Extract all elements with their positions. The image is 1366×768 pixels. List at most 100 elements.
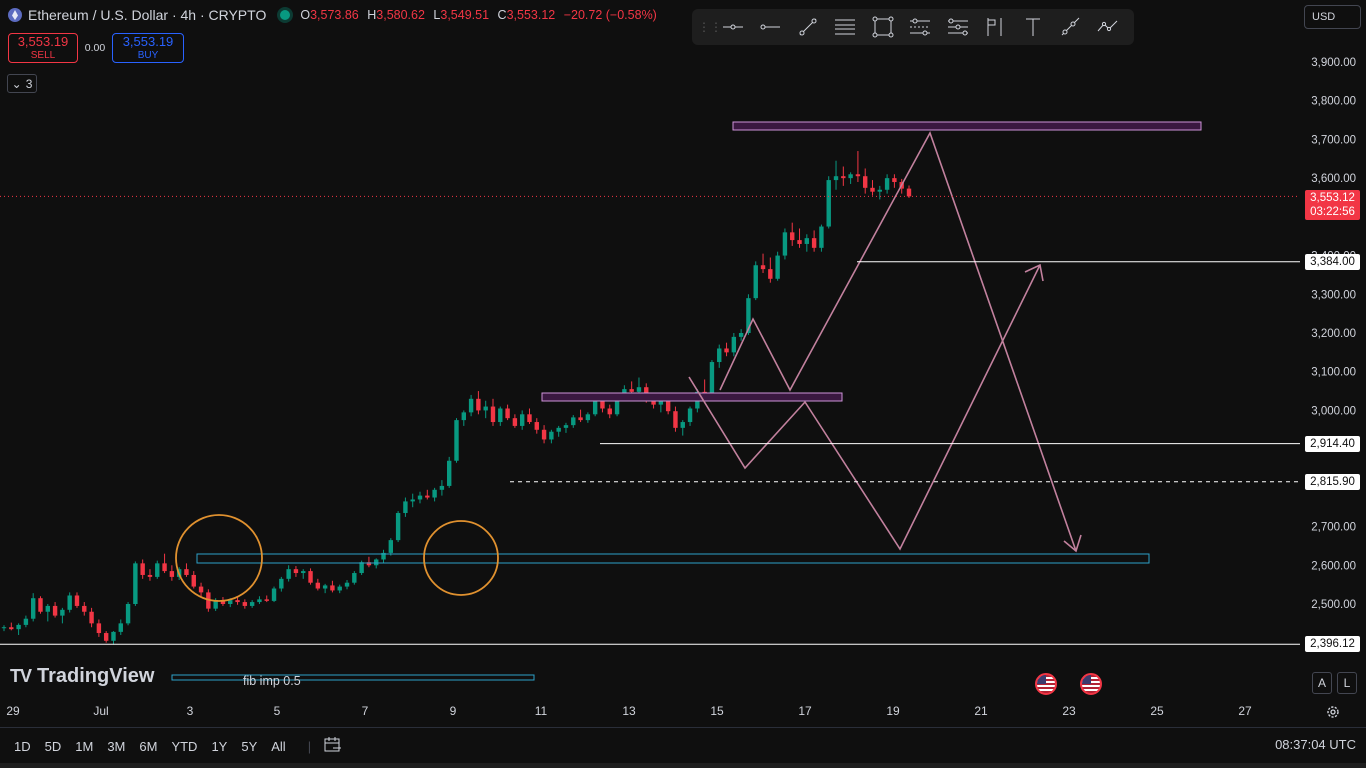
price-tick-label: 3,100.00 (1311, 367, 1356, 379)
candle (264, 595, 269, 603)
candle (9, 622, 14, 631)
log-scale-button[interactable]: L (1337, 672, 1357, 694)
support-zone[interactable] (196, 553, 1150, 564)
candle (848, 172, 853, 184)
current-price-label: 3,553.12 03:22:56 (1305, 190, 1360, 220)
ray-icon[interactable] (1052, 9, 1090, 45)
timeframe-3m[interactable]: 3M (107, 738, 126, 754)
drag-handle-icon[interactable]: ⋮⋮ (698, 20, 722, 34)
candle (512, 414, 518, 428)
candle (352, 571, 357, 585)
price-range-icon[interactable] (977, 9, 1015, 45)
highlight-circle-left[interactable] (175, 514, 263, 602)
candle (578, 409, 583, 423)
price-tick-label: 3,200.00 (1311, 328, 1356, 340)
us-flag-event-icon[interactable] (1080, 673, 1102, 695)
candle (490, 398, 496, 426)
fib-retracement-icon[interactable] (827, 9, 865, 45)
text-icon[interactable] (1014, 9, 1052, 45)
clock[interactable]: 08:37:04 UTC (1275, 737, 1356, 752)
candle (476, 391, 481, 415)
candle (118, 619, 123, 635)
candle (82, 602, 87, 616)
candle (45, 604, 50, 622)
time-tick-label: 9 (450, 704, 457, 718)
sell-button[interactable]: 3,553.19 SELL (8, 33, 78, 63)
date-range-icon[interactable] (323, 736, 343, 757)
gear-icon[interactable] (1325, 704, 1341, 720)
timeframe-1d[interactable]: 1D (14, 738, 31, 754)
parallel-channel-icon[interactable] (902, 9, 940, 45)
trend-line-icon[interactable] (789, 9, 827, 45)
horizontal-ray-icon[interactable] (752, 9, 790, 45)
us-flag-event-icon[interactable] (1035, 673, 1057, 695)
symbol-title[interactable]: Ethereum / U.S. Dollar · 4h · CRYPTO (28, 7, 267, 23)
candle (585, 412, 591, 423)
candle (753, 261, 758, 301)
candle (410, 493, 415, 508)
price-tick-label: 3,800.00 (1311, 96, 1356, 108)
candle (483, 400, 488, 419)
chevron-down-icon: ⌄ (11, 76, 22, 91)
fib-label[interactable]: fib imp 0.5 (243, 674, 301, 688)
candle (330, 580, 335, 593)
candle (366, 556, 372, 568)
currency-selector[interactable]: USD (1304, 5, 1361, 29)
buy-button[interactable]: 3,553.19 BUY (112, 33, 184, 63)
candle (155, 560, 160, 579)
tradingview-icon: TV (10, 666, 32, 686)
symbol-header[interactable]: Ethereum / U.S. Dollar · 4h · CRYPTO O3,… (8, 7, 662, 23)
timeframe-1y[interactable]: 1Y (211, 738, 228, 754)
price-tick-label: 3,600.00 (1311, 173, 1356, 185)
candle (819, 224, 824, 252)
bottom-bar (0, 763, 1366, 768)
timeframe-5d[interactable]: 5D (44, 738, 62, 754)
resistance-zone-top[interactable] (732, 121, 1202, 131)
candle (592, 398, 598, 417)
candle (717, 344, 722, 368)
timeframe-ytd[interactable]: YTD (171, 738, 198, 754)
market-status-icon[interactable] (280, 10, 291, 20)
path-icon[interactable] (1089, 9, 1127, 45)
candle (388, 538, 394, 556)
timeframe-1m[interactable]: 1M (75, 738, 94, 754)
projection-path-upper[interactable] (688, 264, 1041, 551)
candle (1, 625, 7, 632)
auto-scale-button[interactable]: A (1312, 672, 1332, 694)
indicators-toggle[interactable]: ⌄ 3 (7, 74, 37, 93)
time-tick-label: 19 (886, 704, 900, 718)
pitchfork-icon[interactable] (939, 9, 977, 45)
highlight-circle-right[interactable] (423, 520, 499, 596)
timeframe-5y[interactable]: 5Y (241, 738, 258, 754)
price-tick-label: 2,600.00 (1311, 560, 1356, 572)
projection-path-lower[interactable] (719, 131, 1077, 552)
price-axis[interactable]: 3,900.003,800.003,700.003,600.003,400.00… (1311, 57, 1356, 611)
candle (519, 410, 525, 430)
timeframe-all[interactable]: All (271, 738, 286, 754)
candle (242, 599, 248, 609)
horizontal-line-icon[interactable] (714, 9, 752, 45)
arrowhead-lower (1063, 534, 1082, 553)
rectangle-icon[interactable] (864, 9, 902, 45)
candle (293, 566, 299, 577)
candle (731, 333, 737, 357)
candle (760, 253, 766, 273)
trade-buttons: 3,553.19 SELL 0.00 3,553.19 BUY (8, 33, 184, 63)
candle (541, 425, 547, 444)
candle (30, 593, 36, 622)
tradingview-logo[interactable]: TV TradingView (10, 665, 155, 687)
candle (884, 174, 890, 194)
candle (826, 176, 831, 229)
candle (563, 422, 569, 433)
timeframe-6m[interactable]: 6M (139, 738, 158, 754)
price-level-label: 2,815.90 (1305, 473, 1360, 490)
candle (432, 487, 437, 502)
price-tick-label: 3,300.00 (1311, 289, 1356, 301)
candle (23, 615, 29, 628)
fib-zone[interactable] (171, 674, 535, 681)
resistance-zone-mid[interactable] (541, 392, 843, 402)
time-tick-label: 27 (1238, 704, 1252, 718)
drawing-toolbar: ⋮⋮ (692, 9, 1134, 45)
time-axis[interactable]: 29 Jul 3 5 7 9 11 13 15 17 19 21 23 25 27 (6, 704, 1252, 718)
